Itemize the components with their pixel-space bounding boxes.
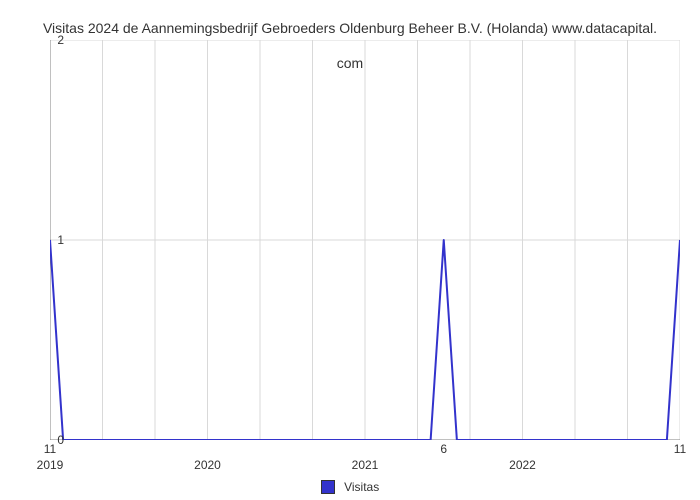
x-tick-label: 2022 — [509, 458, 536, 472]
plot-area — [50, 40, 680, 440]
chart-container: Visitas 2024 de Aannemingsbedrijf Gebroe… — [0, 0, 700, 500]
data-point-label: 6 — [440, 442, 447, 456]
y-tick-label: 2 — [57, 33, 64, 47]
chart-svg — [50, 40, 680, 440]
x-tick-label: 2021 — [352, 458, 379, 472]
data-point-label: 11 — [44, 442, 56, 456]
y-tick-label: 1 — [57, 233, 64, 247]
chart-title-line1: Visitas 2024 de Aannemingsbedrijf Gebroe… — [43, 20, 657, 36]
legend-swatch — [321, 480, 335, 494]
y-tick-label: 0 — [57, 433, 64, 447]
x-tick-label: 2019 — [37, 458, 64, 472]
data-point-label: 11 — [674, 442, 686, 456]
x-tick-label: 2020 — [194, 458, 221, 472]
legend: Visitas — [0, 479, 700, 494]
legend-label: Visitas — [344, 480, 379, 494]
